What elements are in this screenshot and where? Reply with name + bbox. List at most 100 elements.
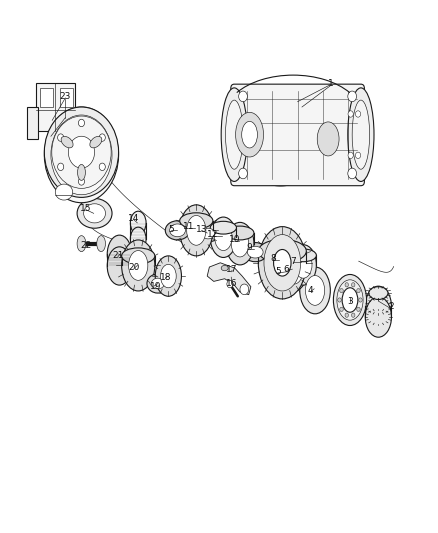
Ellipse shape (365, 286, 392, 327)
Circle shape (239, 168, 247, 179)
Text: 15: 15 (80, 204, 92, 213)
FancyBboxPatch shape (27, 107, 38, 139)
Ellipse shape (77, 198, 112, 228)
Ellipse shape (90, 136, 102, 148)
Circle shape (348, 168, 357, 179)
Ellipse shape (122, 240, 155, 291)
Ellipse shape (180, 205, 213, 256)
Ellipse shape (84, 204, 106, 223)
Ellipse shape (369, 287, 388, 300)
Text: 13: 13 (196, 225, 207, 234)
Ellipse shape (342, 288, 358, 312)
Ellipse shape (264, 235, 300, 291)
Circle shape (58, 163, 64, 171)
Ellipse shape (221, 88, 247, 181)
Ellipse shape (317, 122, 339, 156)
Circle shape (78, 177, 85, 185)
Ellipse shape (258, 227, 306, 299)
Circle shape (239, 91, 247, 102)
Ellipse shape (281, 251, 307, 291)
Circle shape (355, 152, 360, 158)
Ellipse shape (131, 227, 146, 251)
Ellipse shape (187, 215, 206, 245)
Circle shape (348, 152, 353, 158)
Ellipse shape (348, 88, 374, 181)
Ellipse shape (122, 248, 155, 264)
Text: 14: 14 (128, 214, 140, 223)
Ellipse shape (55, 184, 73, 200)
Ellipse shape (201, 228, 215, 239)
Ellipse shape (365, 297, 392, 337)
Ellipse shape (280, 269, 296, 282)
Text: 21: 21 (112, 252, 124, 260)
Ellipse shape (231, 230, 249, 257)
Ellipse shape (97, 236, 106, 252)
Ellipse shape (274, 249, 291, 276)
Text: 19: 19 (150, 282, 162, 291)
Text: 10: 10 (229, 236, 240, 245)
Text: 16: 16 (226, 279, 238, 288)
Circle shape (357, 307, 360, 311)
Ellipse shape (44, 107, 119, 203)
Circle shape (52, 116, 111, 188)
Text: 5: 5 (275, 268, 281, 276)
Ellipse shape (294, 252, 312, 278)
Circle shape (99, 134, 105, 141)
Ellipse shape (215, 224, 232, 251)
Ellipse shape (281, 254, 307, 266)
Ellipse shape (305, 276, 325, 305)
Text: 22: 22 (81, 241, 92, 250)
Ellipse shape (243, 243, 268, 262)
Ellipse shape (300, 267, 330, 314)
Ellipse shape (210, 221, 237, 234)
Ellipse shape (165, 221, 190, 240)
Circle shape (227, 280, 233, 288)
Ellipse shape (290, 245, 316, 285)
Text: 20: 20 (128, 263, 140, 272)
Ellipse shape (151, 278, 164, 289)
Ellipse shape (147, 274, 169, 293)
Ellipse shape (77, 236, 86, 252)
Circle shape (99, 163, 105, 171)
Circle shape (351, 313, 355, 317)
Text: 6: 6 (284, 265, 290, 273)
Text: 4: 4 (308, 286, 314, 295)
Circle shape (357, 288, 360, 293)
FancyBboxPatch shape (231, 84, 364, 185)
Text: 3: 3 (347, 296, 353, 305)
Text: 5: 5 (168, 225, 174, 234)
Circle shape (348, 91, 357, 102)
Circle shape (240, 284, 249, 295)
Text: 9: 9 (247, 244, 252, 253)
Circle shape (340, 288, 343, 293)
Ellipse shape (226, 100, 243, 169)
Ellipse shape (333, 274, 367, 326)
Circle shape (345, 282, 349, 287)
Circle shape (345, 313, 349, 317)
Ellipse shape (107, 235, 132, 273)
Circle shape (58, 134, 64, 141)
Circle shape (355, 111, 360, 117)
Ellipse shape (180, 213, 213, 229)
Ellipse shape (337, 280, 363, 320)
Ellipse shape (129, 251, 148, 280)
Ellipse shape (247, 246, 263, 258)
Ellipse shape (131, 211, 146, 235)
Circle shape (348, 111, 353, 117)
Ellipse shape (61, 136, 73, 148)
Ellipse shape (242, 122, 258, 148)
FancyBboxPatch shape (60, 88, 73, 107)
Ellipse shape (226, 226, 254, 240)
Ellipse shape (78, 165, 85, 180)
Text: 1: 1 (328, 78, 333, 87)
Circle shape (68, 136, 95, 168)
Polygon shape (207, 263, 251, 295)
Ellipse shape (210, 217, 237, 257)
Ellipse shape (258, 239, 306, 263)
Ellipse shape (290, 249, 316, 262)
Ellipse shape (221, 265, 228, 271)
Text: 18: 18 (160, 273, 172, 281)
Ellipse shape (160, 264, 176, 288)
FancyBboxPatch shape (35, 83, 75, 131)
Ellipse shape (226, 222, 254, 265)
